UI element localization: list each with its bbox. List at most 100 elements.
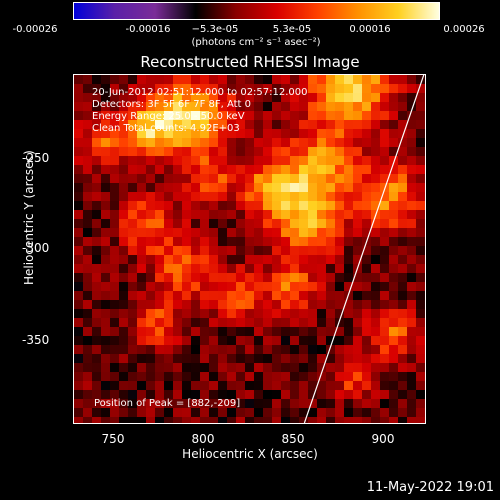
heatmap-cell xyxy=(254,93,263,102)
heatmap-cell xyxy=(155,336,164,345)
heatmap-cell xyxy=(92,129,101,138)
heatmap-cell xyxy=(110,372,119,381)
heatmap-cell xyxy=(164,381,173,390)
heatmap-cell xyxy=(200,192,209,201)
heatmap-cell xyxy=(92,120,101,129)
heatmap-cell xyxy=(146,327,155,336)
heatmap-cell xyxy=(281,264,290,273)
heatmap-cell xyxy=(398,237,407,246)
heatmap-cell xyxy=(326,192,335,201)
heatmap-cell xyxy=(92,291,101,300)
heatmap-cell xyxy=(344,84,353,93)
heatmap-cell xyxy=(191,309,200,318)
heatmap-cell xyxy=(137,345,146,354)
heatmap-cell xyxy=(191,354,200,363)
heatmap-cell xyxy=(236,372,245,381)
heatmap-cell xyxy=(146,390,155,399)
heatmap-cell xyxy=(245,309,254,318)
heatmap-cell xyxy=(308,363,317,372)
heatmap-cell xyxy=(200,102,209,111)
heatmap-cell xyxy=(236,84,245,93)
heatmap-cell xyxy=(398,255,407,264)
heatmap-cell xyxy=(155,111,164,120)
heatmap-cell xyxy=(227,372,236,381)
heatmap-cell xyxy=(272,102,281,111)
heatmap-cell xyxy=(272,282,281,291)
heatmap-cell xyxy=(362,300,371,309)
heatmap-cell xyxy=(362,327,371,336)
heatmap-cell xyxy=(110,219,119,228)
heatmap-cell xyxy=(92,372,101,381)
heatmap-cell xyxy=(110,309,119,318)
heatmap-cell xyxy=(218,291,227,300)
heatmap-cell xyxy=(164,192,173,201)
heatmap-cell xyxy=(164,228,173,237)
heatmap-cell xyxy=(407,417,416,423)
heatmap-cell xyxy=(380,336,389,345)
heatmap-cell xyxy=(317,183,326,192)
heatmap-cell xyxy=(74,381,83,390)
heatmap-cell xyxy=(173,255,182,264)
heatmap-cell xyxy=(353,210,362,219)
heatmap-cell xyxy=(335,102,344,111)
heatmap-cell xyxy=(299,255,308,264)
heatmap-cell xyxy=(191,372,200,381)
heatmap-cell xyxy=(110,156,119,165)
heatmap-cell xyxy=(335,255,344,264)
heatmap-cell xyxy=(164,390,173,399)
heatmap-cell xyxy=(407,399,416,408)
heatmap-cell xyxy=(209,120,218,129)
heatmap-cell xyxy=(218,390,227,399)
heatmap-cell xyxy=(308,120,317,129)
heatmap-cell xyxy=(254,255,263,264)
heatmap-cell xyxy=(290,300,299,309)
heatmap-cell xyxy=(191,300,200,309)
heatmap-cell xyxy=(407,327,416,336)
heatmap-cell xyxy=(272,309,281,318)
heatmap-cell xyxy=(119,417,128,423)
heatmap-cell xyxy=(317,282,326,291)
heatmap-cell xyxy=(200,390,209,399)
heatmap-cell xyxy=(155,372,164,381)
heatmap-cell xyxy=(173,129,182,138)
heatmap-cell xyxy=(272,390,281,399)
peak-position-label: Position of Peak = [882,-209] xyxy=(94,398,241,409)
heatmap-cell xyxy=(119,138,128,147)
heatmap-cell xyxy=(101,417,110,423)
heatmap-cell xyxy=(173,156,182,165)
heatmap-cell xyxy=(155,246,164,255)
heatmap-cell xyxy=(92,327,101,336)
heatmap-cell xyxy=(272,129,281,138)
heatmap-cell xyxy=(191,84,200,93)
heatmap-cell xyxy=(272,210,281,219)
heatmap-cell xyxy=(209,345,218,354)
heatmap-cell xyxy=(74,336,83,345)
heatmap-cell xyxy=(281,75,290,84)
heatmap-cell xyxy=(317,210,326,219)
heatmap-cell xyxy=(362,399,371,408)
heatmap-cell xyxy=(290,147,299,156)
heatmap-cell xyxy=(128,75,137,84)
heatmap-cell xyxy=(398,102,407,111)
heatmap-cell xyxy=(389,120,398,129)
heatmap-cell xyxy=(389,84,398,93)
colorbar-tick: 0.00026 xyxy=(443,24,485,35)
heatmap-cell xyxy=(281,255,290,264)
heatmap-cell xyxy=(263,336,272,345)
heatmap-cell xyxy=(119,291,128,300)
heatmap-cell xyxy=(290,363,299,372)
heatmap-cell xyxy=(92,219,101,228)
heatmap-cell xyxy=(209,372,218,381)
heatmap-cell xyxy=(128,210,137,219)
heatmap-cell xyxy=(146,381,155,390)
heatmap-cell xyxy=(335,264,344,273)
heatmap-cell xyxy=(83,183,92,192)
heatmap-cell xyxy=(353,354,362,363)
heatmap-cell xyxy=(299,129,308,138)
heatmap-cell xyxy=(308,228,317,237)
heatmap-cell xyxy=(128,102,137,111)
heatmap-cell xyxy=(182,372,191,381)
heatmap-cell xyxy=(335,147,344,156)
heatmap-cell xyxy=(164,75,173,84)
heatmap-cell xyxy=(227,255,236,264)
